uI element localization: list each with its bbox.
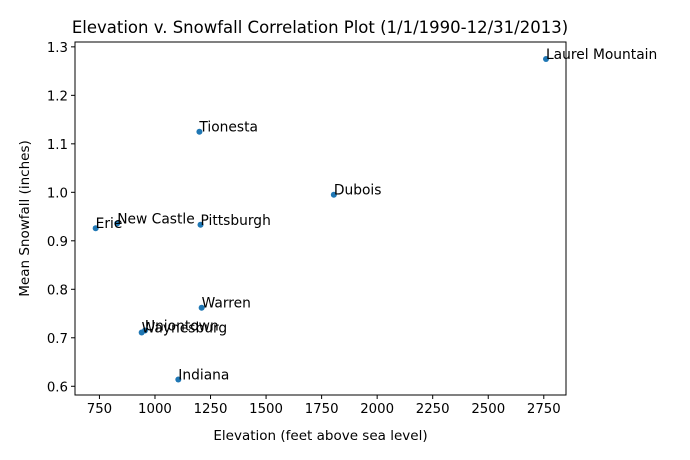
- data-point: [197, 221, 204, 228]
- data-point-label: Laurel Mountain: [546, 47, 657, 63]
- y-tick-label: 0.8: [47, 283, 68, 298]
- data-point-label: Dubois: [334, 183, 382, 199]
- data-point-label: Uniontown: [145, 319, 219, 335]
- data-point: [196, 128, 203, 135]
- data-points: [92, 55, 550, 383]
- x-axis-ticks: 750 1000 1250 1500 1750 2000 2250 2500 2750: [87, 395, 561, 417]
- y-tick-label: 1.1: [47, 138, 68, 153]
- y-axis-ticks: 0.6 0.7 0.8 0.9 1.0 1.1 1.2 1.3: [47, 41, 75, 395]
- x-tick-label: 750: [87, 402, 112, 417]
- data-point: [543, 55, 550, 62]
- data-point-label: Waynesburg: [142, 320, 228, 336]
- y-tick-label: 1.2: [47, 89, 68, 104]
- x-tick-label: 1500: [249, 402, 283, 417]
- data-point-label: Indiana: [178, 367, 229, 383]
- x-axis-title: Elevation (feet above sea level): [213, 428, 427, 444]
- point-labels: Laurel Mountain Tionesta Dubois Pittsburgh N…: [96, 47, 658, 384]
- x-tick-label: 2750: [527, 402, 561, 417]
- data-point: [92, 225, 99, 232]
- data-point-label: Warren: [202, 296, 251, 312]
- data-point-label: Erie: [96, 216, 123, 232]
- y-tick-label: 1.3: [47, 41, 68, 56]
- data-point-label: New Castle: [117, 211, 195, 227]
- data-point: [175, 376, 182, 383]
- y-tick-label: 0.9: [47, 235, 68, 250]
- y-axis-title: Mean Snowfall (inches): [17, 140, 33, 296]
- data-point: [330, 191, 337, 198]
- x-tick-label: 2000: [360, 402, 394, 417]
- data-point: [198, 304, 205, 311]
- data-point-label: Pittsburgh: [201, 213, 271, 229]
- data-point-label: Tionesta: [198, 120, 258, 136]
- plot-area-frame: [74, 41, 567, 396]
- x-tick-label: 2500: [471, 402, 505, 417]
- x-tick-label: 1250: [194, 402, 228, 417]
- x-tick-label: 2250: [416, 402, 450, 417]
- chart-title: Elevation v. Snowfall Correlation Plot (…: [72, 18, 568, 37]
- y-tick-label: 1.0: [47, 186, 68, 201]
- data-point: [114, 220, 121, 227]
- x-tick-label: 1750: [305, 402, 339, 417]
- x-tick-label: 1000: [138, 402, 172, 417]
- y-tick-label: 0.7: [47, 332, 68, 347]
- data-point: [138, 329, 145, 336]
- y-tick-label: 0.6: [47, 380, 68, 395]
